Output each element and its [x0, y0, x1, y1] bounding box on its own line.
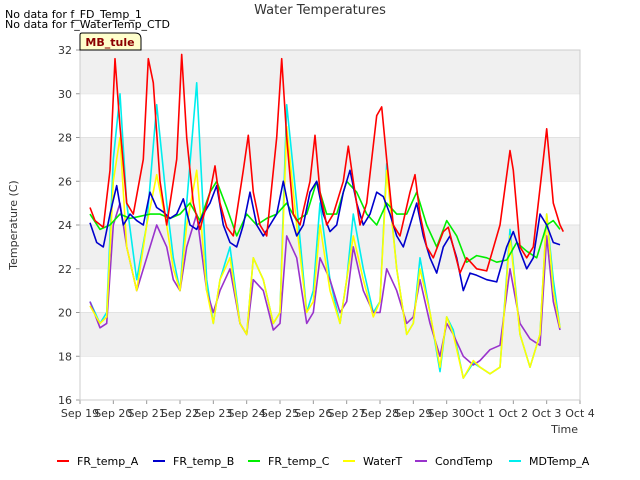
y-tick-label: 26: [58, 175, 72, 188]
x-tick-label: Sep 20: [94, 407, 132, 420]
y-tick-label: 28: [58, 132, 72, 145]
x-tick-label: Sep 30: [428, 407, 466, 420]
x-tick-label: Sep 29: [394, 407, 432, 420]
y-axis-ticks: 16 18 20 22 24 26 28 30 32: [58, 44, 80, 407]
x-axis-title: Time: [550, 423, 578, 436]
badge-box: [79, 32, 142, 51]
badge-label: MB_tule: [85, 36, 134, 49]
x-tick-label: Sep 24: [228, 407, 266, 420]
y-tick-label: 30: [58, 88, 72, 101]
legend-label: CondTemp: [435, 455, 493, 468]
legend-label: MDTemp_A: [529, 455, 590, 468]
grid-band: [80, 312, 580, 357]
x-tick-label: Sep 21: [128, 407, 166, 420]
legend-label: WaterT: [363, 455, 403, 468]
y-axis-title: Temperature (C): [7, 180, 20, 270]
grid-band: [80, 137, 580, 182]
site-badge: MB_tule: [79, 32, 142, 51]
y-tick-label: 20: [58, 307, 72, 320]
series-line-fr-temp-a: [89, 53, 565, 274]
no-data-note-1: No data for f_FD_Temp_1: [5, 8, 142, 21]
legend-label: FR_temp_C: [268, 455, 330, 468]
series-line-condtemp: [89, 202, 561, 366]
grid-band: [80, 50, 580, 94]
x-tick-label: Sep 26: [294, 407, 332, 420]
series-line-watert: [89, 125, 561, 379]
x-tick-label: Oct 4: [565, 407, 595, 420]
x-tick-label: Oct 1: [465, 407, 495, 420]
x-tick-label: Sep 25: [261, 407, 299, 420]
legend-label: FR_temp_B: [173, 455, 234, 468]
x-tick-label: Sep 28: [361, 407, 399, 420]
legend: FR_temp_A FR_temp_B FR_temp_C WaterT CondTem…: [57, 455, 590, 468]
x-tick-label: Oct 3: [532, 407, 562, 420]
x-tick-label: Sep 19: [61, 407, 99, 420]
x-tick-label: Sep 22: [161, 407, 199, 420]
y-tick-label: 16: [58, 394, 72, 407]
plot-border: [79, 49, 581, 401]
y-tick-label: 18: [58, 350, 72, 363]
y-tick-label: 22: [58, 263, 72, 276]
legend-label: FR_temp_A: [77, 455, 139, 468]
series-line-fr-temp-b: [89, 169, 561, 292]
series-lines: [89, 53, 565, 379]
y-tick-label: 32: [58, 44, 72, 57]
x-tick-label: Sep 23: [194, 407, 232, 420]
x-tick-label: Sep 27: [328, 407, 366, 420]
no-data-note-2: No data for f_WaterTemp_CTD: [5, 18, 170, 31]
y-tick-label: 24: [58, 219, 72, 232]
x-tick-label: Oct 2: [499, 407, 529, 420]
chart-title: Water Temperatures: [254, 3, 386, 18]
